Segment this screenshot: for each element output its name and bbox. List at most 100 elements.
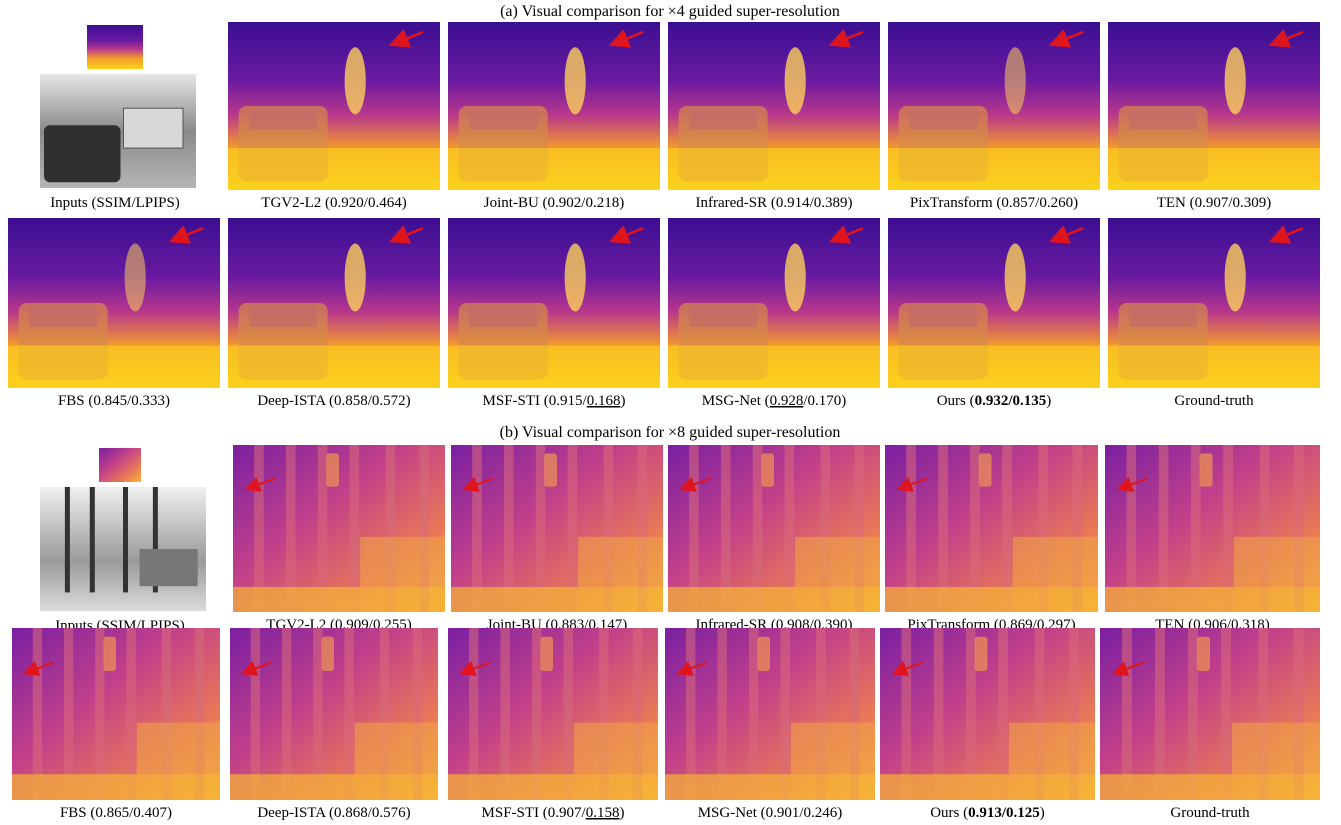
caption-part: )	[620, 393, 625, 409]
thermal-image	[233, 445, 445, 612]
ground	[448, 774, 658, 800]
panel: Ground-truth	[1108, 218, 1320, 409]
panel-caption: Deep-ISTA (0.868/0.576)	[257, 805, 410, 821]
caption-part: 0.913/0.125	[968, 805, 1040, 821]
caption-part: )	[1040, 805, 1045, 821]
ground	[1105, 587, 1320, 612]
hot-spot	[565, 47, 586, 114]
thermal-image	[228, 218, 440, 388]
guide-pole	[90, 487, 95, 592]
car-window	[469, 109, 537, 129]
section: Inputs (SSIM/LPIPS)TGV2-L2 (0.909/0.255)…	[12, 445, 1320, 821]
road	[668, 148, 880, 190]
car-window	[29, 306, 97, 326]
road	[1108, 346, 1320, 389]
panel-caption: Ours (0.932/0.135)	[937, 393, 1052, 409]
thermal-image	[665, 628, 875, 800]
panel-caption: MSF-STI (0.915/0.168)	[483, 393, 626, 409]
panel: PixTransform (0.869/0.297)	[885, 445, 1098, 633]
hot-spot	[1225, 244, 1246, 312]
thermal-image	[228, 22, 440, 190]
panel-caption: Inputs (SSIM/LPIPS)	[50, 195, 180, 211]
caption-part: TEN (0.907/0.309)	[1157, 195, 1272, 211]
caption-part: FBS (0.865/0.407)	[60, 805, 172, 821]
thermal-image	[8, 218, 220, 388]
building	[578, 537, 663, 587]
panel: Ours (0.932/0.135)	[888, 218, 1100, 409]
caption-part: MSF-STI (0.915/	[483, 393, 588, 409]
car-window	[1129, 306, 1197, 326]
panel-caption: FBS (0.845/0.333)	[58, 393, 170, 409]
car-window	[689, 306, 757, 326]
caption-part: )	[1046, 393, 1051, 409]
caption-part: 0.928	[770, 393, 804, 409]
panel-caption: TEN (0.907/0.309)	[1157, 195, 1272, 211]
panel-caption: FBS (0.865/0.407)	[60, 805, 172, 821]
hot-spot	[345, 47, 366, 114]
panel-caption: MSG-Net (0.901/0.246)	[698, 805, 843, 821]
thermal-image	[448, 22, 660, 190]
ground	[668, 587, 880, 612]
panel-caption: TGV2-L2 (0.920/0.464)	[261, 195, 406, 211]
panel: MSG-Net (0.928/0.170)	[668, 218, 880, 409]
road	[888, 148, 1100, 190]
hot-spot	[1005, 244, 1026, 312]
thermal-image	[448, 218, 660, 388]
panel-caption: MSF-STI (0.907/0.158)	[482, 805, 625, 821]
traffic-light	[544, 453, 557, 486]
caption-part: Deep-ISTA (0.868/0.576)	[257, 805, 410, 821]
panel: Infrared-SR (0.914/0.389)	[668, 22, 880, 211]
building	[1009, 723, 1095, 775]
caption-part: Joint-BU (0.902/0.218)	[484, 195, 624, 211]
ground	[880, 774, 1095, 800]
hot-spot	[1005, 47, 1026, 114]
caption-part: Deep-ISTA (0.858/0.572)	[257, 393, 410, 409]
traffic-light	[975, 637, 988, 671]
road	[1108, 148, 1320, 190]
ground	[12, 774, 220, 800]
hot-spot	[785, 47, 806, 114]
thermal-image	[230, 628, 438, 800]
caption-part: )	[619, 805, 624, 821]
hot-spot	[345, 244, 366, 312]
ground	[230, 774, 438, 800]
building	[795, 537, 880, 587]
panel: PixTransform (0.857/0.260)	[888, 22, 1100, 211]
road	[448, 346, 660, 389]
car-window	[249, 306, 317, 326]
panel: MSG-Net (0.901/0.246)	[665, 628, 875, 821]
traffic-light	[1197, 637, 1210, 671]
thermal-image	[1100, 628, 1320, 800]
caption-part: Ground-truth	[1174, 393, 1254, 409]
panel: MSF-STI (0.907/0.158)	[448, 628, 658, 821]
panel: TGV2-L2 (0.909/0.255)	[233, 445, 445, 633]
road	[228, 148, 440, 190]
building	[1013, 537, 1098, 587]
panel: Inputs (SSIM/LPIPS)	[40, 448, 206, 634]
thermal-image	[1108, 22, 1320, 190]
thermal-image	[1105, 445, 1320, 612]
panel-caption: Ground-truth	[1174, 393, 1254, 409]
caption-part: 0.168	[587, 393, 621, 409]
thermal-image	[885, 445, 1098, 612]
panel-caption: MSG-Net (0.928/0.170)	[702, 393, 847, 409]
caption-part: /0.170)	[803, 393, 846, 409]
guide-building	[140, 549, 198, 586]
hot-spot	[565, 244, 586, 312]
road	[228, 346, 440, 389]
section-title: (b) Visual comparison for ×8 guided supe…	[500, 424, 841, 441]
thermal-image	[1108, 218, 1320, 388]
caption-part: 0.158	[586, 805, 620, 821]
panel-caption: Ground-truth	[1170, 805, 1250, 821]
ground	[885, 587, 1098, 612]
traffic-light	[757, 637, 770, 671]
panel: Deep-ISTA (0.868/0.576)	[230, 628, 438, 821]
section-title: (a) Visual comparison for ×4 guided supe…	[500, 3, 840, 20]
hot-spot	[125, 244, 146, 312]
panel: Deep-ISTA (0.858/0.572)	[228, 218, 440, 409]
panel: FBS (0.845/0.333)	[8, 218, 220, 409]
caption-part: TGV2-L2 (0.920/0.464)	[261, 195, 406, 211]
building	[574, 723, 658, 775]
traffic-light	[761, 453, 774, 486]
guide-car	[44, 125, 121, 182]
